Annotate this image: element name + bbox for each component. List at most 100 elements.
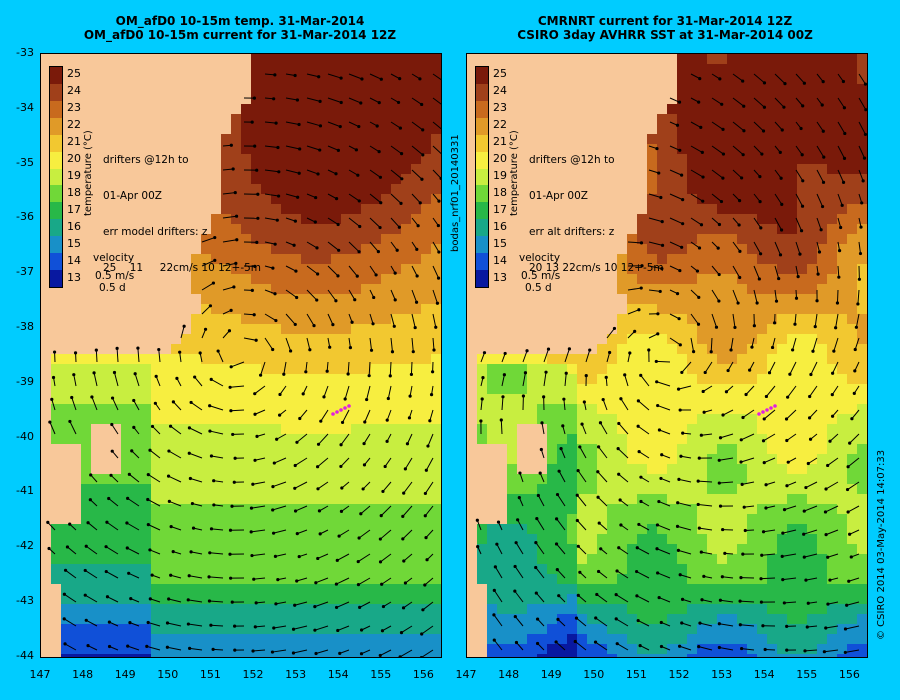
colorbar-tick-label: 25 xyxy=(493,67,507,81)
colorbar-tick-label: 18 xyxy=(493,185,507,199)
x-tick-label: 154 xyxy=(753,668,775,681)
colorbar-tick-label: 16 xyxy=(67,219,81,233)
right-velocity-legend: velocity 0.5 m/s 0.5 d xyxy=(519,252,560,294)
colorbar-swatch xyxy=(50,100,62,118)
y-tick-label: -34 xyxy=(16,100,34,114)
x-tick-label: 154 xyxy=(327,668,349,681)
y-tick-label: -38 xyxy=(16,320,34,333)
copyright-label: © CSIRO 2014 03-May-2014 14:07:33 xyxy=(876,449,887,640)
colorbar-tick-label: 13 xyxy=(67,270,81,284)
right-colorbar-title: temperature (°C) xyxy=(509,130,520,216)
colorbar-tick-label: 23 xyxy=(493,101,507,115)
left-info-line-1: drifters @12h to xyxy=(103,154,189,166)
colorbar-swatch xyxy=(50,117,62,135)
colorbar-tick-label: 17 xyxy=(493,202,507,216)
x-tick-label: 152 xyxy=(668,668,690,681)
x-tick-label: 150 xyxy=(157,668,179,681)
y-tick-label: -36 xyxy=(16,210,34,224)
colorbar-tick-label: 24 xyxy=(67,84,81,98)
left-velocity-legend: velocity 0.5 m/s 0.5 d xyxy=(93,252,134,294)
colorbar-swatch xyxy=(50,202,62,220)
right-info-line-3: err alt drifters: z xyxy=(529,226,615,238)
colorbar-swatch xyxy=(476,270,488,287)
colorbar-swatch xyxy=(50,185,62,203)
x-tick-label: 156 xyxy=(838,668,860,681)
right-info-line-2: 01-Apr 00Z xyxy=(529,190,588,202)
right-drifter-info: drifters @12h to 01-Apr 00Z err alt drif… xyxy=(529,130,664,298)
colorbar-swatch xyxy=(50,219,62,237)
x-tick-label: 147 xyxy=(455,668,477,681)
right-title-line1: CMRNRT current for 31-Mar-2014 12Z xyxy=(537,14,793,28)
left-title-line2: OM_afD0 10-15m current for 31-Mar-2014 1… xyxy=(83,28,397,42)
velocity-label: velocity xyxy=(519,252,561,264)
colorbar-tick-label: 25 xyxy=(67,67,81,81)
colorbar-tick-label: 15 xyxy=(493,236,507,250)
y-tick-label: -42 xyxy=(16,539,34,553)
colorbar-swatch xyxy=(50,134,62,152)
left-info-line-3: err model drifters: z xyxy=(103,226,208,238)
colorbar-tick-label: 20 xyxy=(67,152,81,166)
x-tick-label: 151 xyxy=(199,668,221,681)
x-tick-label: 147 xyxy=(29,668,51,681)
left-colorbar-title: temperature (°C) xyxy=(83,130,94,216)
y-tick-label: -44 xyxy=(16,648,34,662)
colorbar-tick-label: 18 xyxy=(67,185,81,199)
right-info-line-4: 20 13 22cm/s 10 12+-5m xyxy=(529,262,664,274)
x-tick-label: 155 xyxy=(796,668,818,681)
colorbar-swatch xyxy=(476,219,488,237)
left-info-line-2: 01-Apr 00Z xyxy=(103,190,162,202)
colorbar-swatch xyxy=(476,100,488,118)
y-tick-label: -39 xyxy=(16,374,34,388)
colorbar-tick-label: 14 xyxy=(67,253,81,267)
file-id-label: bodas_nrf01_20140331 xyxy=(450,134,461,252)
colorbar-tick-label: 24 xyxy=(493,84,507,98)
colorbar-swatch xyxy=(476,117,488,135)
y-tick-label: -33 xyxy=(16,46,34,59)
x-tick-label: 151 xyxy=(625,668,647,681)
y-tick-label: -35 xyxy=(16,155,34,169)
colorbar-swatch xyxy=(476,202,488,220)
colorbar-swatch xyxy=(476,236,488,254)
colorbar-swatch xyxy=(50,83,62,101)
y-tick-label: -37 xyxy=(16,265,34,279)
x-tick-label: 149 xyxy=(540,668,562,681)
x-tick-label: 148 xyxy=(72,668,94,681)
right-map-canvas xyxy=(475,54,867,657)
velocity-duration: 0.5 d xyxy=(525,282,552,294)
x-tick-label: 152 xyxy=(242,668,264,681)
colorbar-swatch xyxy=(476,83,488,101)
right-info-line-1: drifters @12h to xyxy=(529,154,615,166)
colorbar-swatch xyxy=(476,168,488,186)
colorbar-swatch xyxy=(476,185,488,203)
x-tick-label: 156 xyxy=(412,668,434,681)
x-tick-label: 153 xyxy=(285,668,307,681)
colorbar-tick-label: 20 xyxy=(493,152,507,166)
x-tick-label: 155 xyxy=(370,668,392,681)
y-tick-label: -41 xyxy=(16,484,34,498)
colorbar-tick-label: 16 xyxy=(493,219,507,233)
right-map-panel: 25 24 23 22 21 20 19 18 17 16 15 14 13 temperature (… xyxy=(466,53,868,658)
y-tick-label: -40 xyxy=(16,429,34,443)
left-map-panel: 25 24 23 22 21 20 19 18 17 16 15 14 13 temperature (… xyxy=(40,53,442,658)
colorbar-swatch xyxy=(476,151,488,169)
colorbar-tick-label: 17 xyxy=(67,202,81,216)
colorbar-swatch xyxy=(50,236,62,254)
x-tick-label: 149 xyxy=(114,668,136,681)
colorbar-tick-label: 19 xyxy=(67,169,81,182)
colorbar-tick-label: 19 xyxy=(493,169,507,182)
colorbar-swatch xyxy=(50,151,62,169)
velocity-label: velocity xyxy=(93,252,135,264)
x-tick-label: 150 xyxy=(583,668,605,681)
colorbar-tick-label: 21 xyxy=(493,135,507,149)
left-colorbar xyxy=(49,66,63,288)
right-title-line2: CSIRO 3day AVHRR SST at 31-Mar-2014 00Z xyxy=(517,28,813,42)
velocity-speed: 0.5 m/s xyxy=(521,270,561,282)
colorbar-tick-label: 13 xyxy=(493,270,507,284)
colorbar-swatch xyxy=(50,67,62,84)
colorbar-swatch xyxy=(50,270,62,287)
colorbar-swatch xyxy=(476,67,488,84)
x-tick-label: 153 xyxy=(711,668,733,681)
velocity-speed: 0.5 m/s xyxy=(95,270,135,282)
colorbar-tick-label: 22 xyxy=(493,118,507,132)
right-colorbar xyxy=(475,66,489,288)
